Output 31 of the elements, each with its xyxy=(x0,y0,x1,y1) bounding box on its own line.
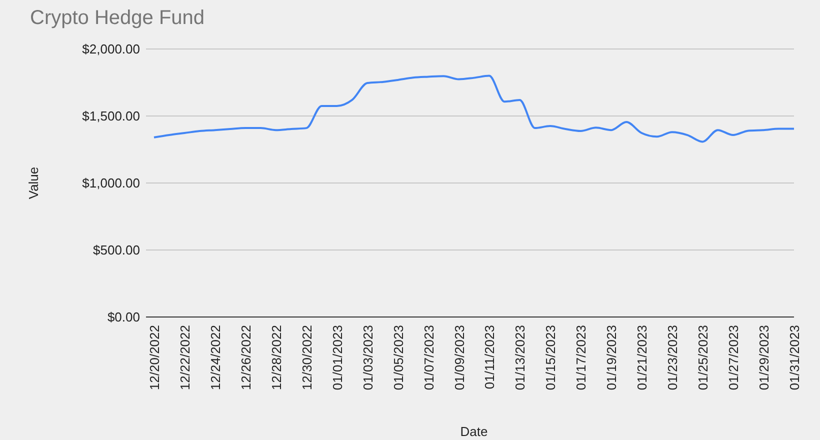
x-tick-label: 12/24/2022 xyxy=(208,325,223,390)
x-tick-label: 01/11/2023 xyxy=(482,325,498,390)
x-tick-label: 01/03/2023 xyxy=(360,325,376,390)
y-tick-label: $500.00 xyxy=(93,242,140,258)
x-tick-label: 12/20/2022 xyxy=(147,325,162,390)
x-tick-label: 12/22/2022 xyxy=(177,325,192,390)
x-tick-label: 01/25/2023 xyxy=(696,325,711,390)
x-tick-label: 01/23/2023 xyxy=(665,325,680,390)
y-tick-label: $0.00 xyxy=(107,310,140,325)
x-tick-label: 01/07/2023 xyxy=(421,325,436,390)
y-tick-label: $2,000.00 xyxy=(82,42,140,57)
x-tick-label: 12/26/2022 xyxy=(238,325,254,390)
y-tick-label: $1,000.00 xyxy=(82,176,140,191)
chart-title: Crypto Hedge Fund xyxy=(30,7,205,29)
x-tick-label: 01/01/2023 xyxy=(330,325,345,390)
x-tick-label: 01/27/2023 xyxy=(726,325,742,390)
x-tick-label: 01/29/2023 xyxy=(756,325,772,390)
x-tick-label: 01/15/2023 xyxy=(543,325,558,390)
y-axis-title: Value xyxy=(26,166,41,200)
x-tick-label: 01/13/2023 xyxy=(512,325,528,390)
x-tick-label: 12/30/2022 xyxy=(299,325,314,390)
x-tick-label: 01/31/2023 xyxy=(787,325,802,390)
x-axis-title: Date xyxy=(460,424,488,439)
y-tick-label: $1,500.00 xyxy=(82,108,140,124)
x-tick-label: 01/05/2023 xyxy=(390,325,406,390)
x-tick-label: 01/21/2023 xyxy=(634,325,650,390)
x-tick-label: 01/17/2023 xyxy=(574,325,589,390)
x-tick-label: 01/09/2023 xyxy=(452,325,467,390)
line-series xyxy=(153,74,795,143)
x-tick-label: 12/28/2022 xyxy=(268,325,284,390)
x-tick-label: 01/19/2023 xyxy=(604,325,620,390)
